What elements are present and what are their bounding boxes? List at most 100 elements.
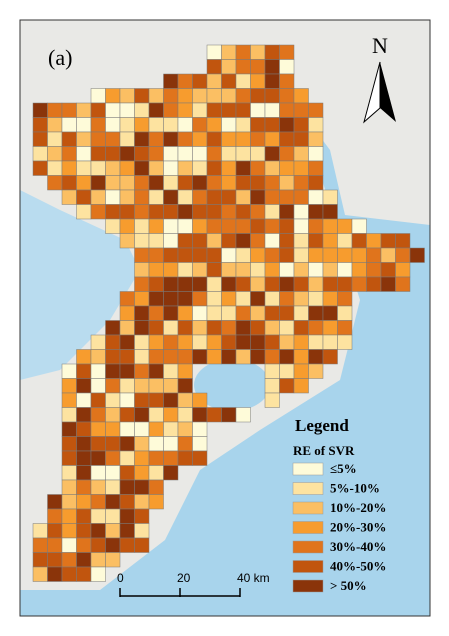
grid-cell [308,349,324,365]
grid-cell [61,436,77,452]
grid-cell [337,291,353,307]
grid-cell [308,334,324,350]
grid-cell [61,175,77,191]
grid-cell [47,494,63,510]
grid-cell [76,363,92,379]
grid-cell [206,44,222,60]
grid-cell [192,421,208,437]
grid-cell [250,349,266,365]
grid-cell [61,508,77,524]
scale-label: 0 [117,571,124,585]
grid-cell [177,204,193,220]
grid-cell [105,218,121,234]
grid-cell [366,247,382,263]
grid-cell [90,537,106,553]
grid-cell [192,291,208,307]
grid-cell [264,59,280,75]
grid-cell [235,349,251,365]
grid-cell [90,117,106,133]
grid-cell [264,334,280,350]
grid-cell [90,88,106,104]
grid-cell [105,204,121,220]
grid-cell [163,204,179,220]
grid-cell [293,131,309,147]
grid-cell [32,102,48,118]
grid-cell [61,421,77,437]
grid-cell [293,320,309,336]
grid-cell [221,175,237,191]
grid-cell [163,320,179,336]
grid-cell [264,117,280,133]
grid-cell [293,102,309,118]
grid-cell [206,204,222,220]
grid-cell [177,218,193,234]
grid-cell [235,102,251,118]
grid-cell [221,320,237,336]
grid-cell [177,102,193,118]
grid-cell [250,218,266,234]
grid-cell [206,117,222,133]
grid-cell [206,73,222,89]
grid-cell [279,131,295,147]
grid-cell [32,131,48,147]
grid-cell [148,349,164,365]
grid-cell [134,479,150,495]
legend-label: 40%-50% [330,558,386,573]
grid-cell [148,436,164,452]
grid-cell [264,131,280,147]
water [20,190,140,380]
grid-cell [380,233,396,249]
grid-cell [235,146,251,162]
grid-cell [134,175,150,191]
grid-cell [279,204,295,220]
grid-cell [279,218,295,234]
grid-cell [279,175,295,191]
grid-cell [76,552,92,568]
grid-cell [235,88,251,104]
grid-cell [134,537,150,553]
grid-cell [192,204,208,220]
grid-cell [134,276,150,292]
grid-cell [105,88,121,104]
grid-cell [177,262,193,278]
grid-cell [61,537,77,553]
grid-cell [119,479,135,495]
grid-cell [250,160,266,176]
grid-cell [163,131,179,147]
grid-cell [134,494,150,510]
grid-cell [90,407,106,423]
grid-cell [105,189,121,205]
grid-cell [308,247,324,263]
grid-cell [337,233,353,249]
grid-cell [293,378,309,394]
grid-cell [308,218,324,234]
grid-cell [47,552,63,568]
grid-cell [148,334,164,350]
grid-cell [235,189,251,205]
grid-cell [264,233,280,249]
grid-cell [90,465,106,481]
grid-cell [119,334,135,350]
grid-cell [293,276,309,292]
grid-cell [250,262,266,278]
grid-cell [90,523,106,539]
grid-cell [279,88,295,104]
grid-cell [279,59,295,75]
grid-cell [119,175,135,191]
grid-cell [308,160,324,176]
grid-cell [119,407,135,423]
legend-label: 5%-10% [330,480,380,495]
grid-cell [192,175,208,191]
grid-cell [177,450,193,466]
grid-cell [134,334,150,350]
grid-cell [119,421,135,437]
grid-cell [293,291,309,307]
grid-cell [148,305,164,321]
grid-cell [134,320,150,336]
grid-cell [293,334,309,350]
grid-cell [148,450,164,466]
grid-cell [163,378,179,394]
grid-cell [206,262,222,278]
grid-cell [148,479,164,495]
